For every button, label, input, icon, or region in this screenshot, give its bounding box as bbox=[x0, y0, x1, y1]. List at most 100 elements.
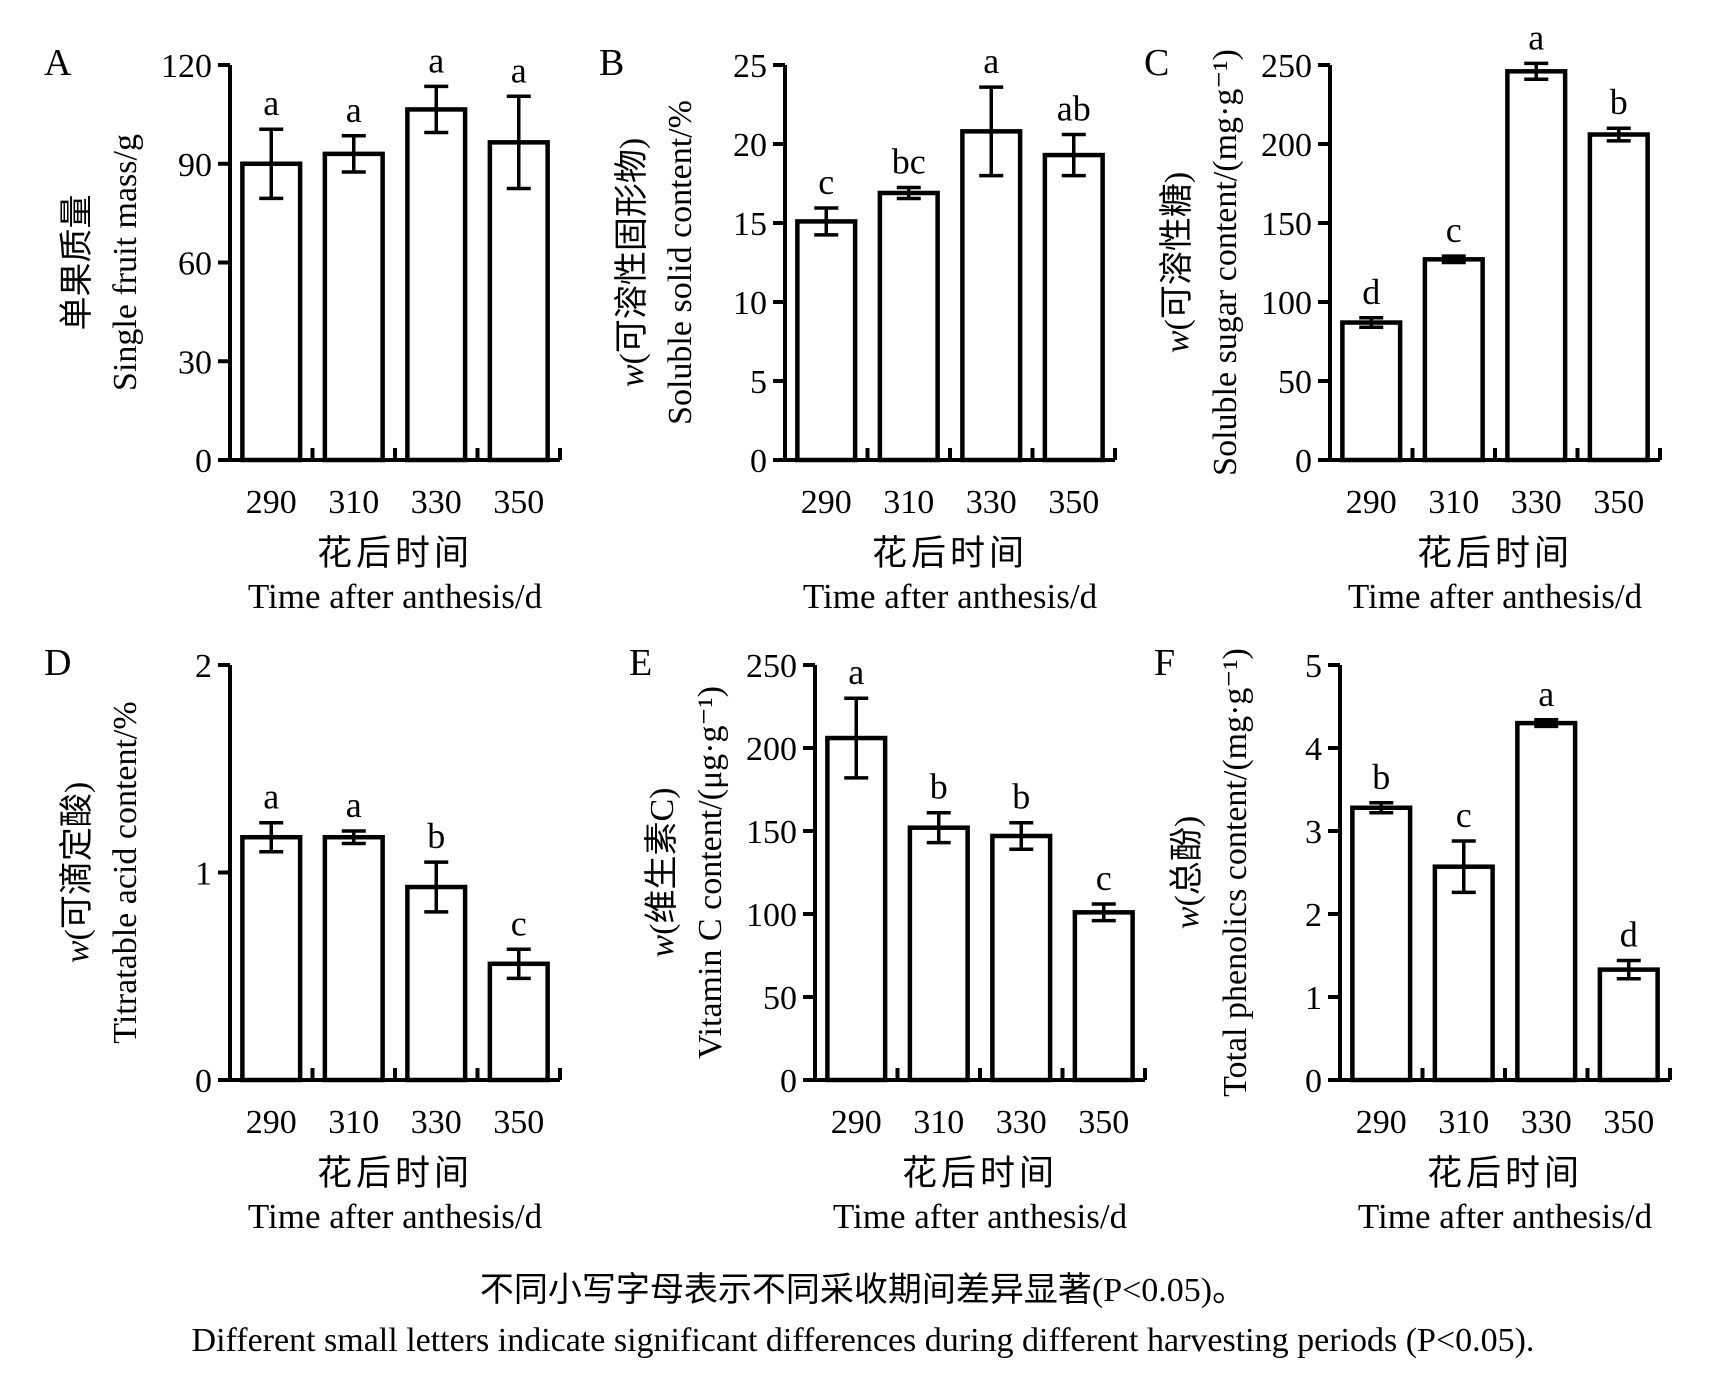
y-tick-label: 3 bbox=[1305, 814, 1322, 851]
x-tick-label: 290 bbox=[1346, 484, 1397, 521]
y-tick-label: 120 bbox=[161, 48, 212, 85]
significance-letter: b bbox=[1372, 757, 1390, 797]
x-tick-label: 310 bbox=[1438, 1104, 1489, 1141]
y-tick-label: 50 bbox=[1278, 364, 1312, 401]
y-tick-label: 1 bbox=[195, 856, 212, 893]
bar-350 bbox=[1597, 967, 1660, 1083]
x-axis-title-en: Time after anthesis/d bbox=[1358, 1197, 1653, 1236]
x-tick-label: 310 bbox=[328, 484, 379, 521]
x-tick-label: 290 bbox=[1356, 1104, 1407, 1141]
x-tick-label: 330 bbox=[966, 484, 1017, 521]
figure-caption-cn: 不同小写字母表示不同采收期间差异显著(P<0.05)。 bbox=[479, 1272, 1247, 1309]
chart-panel-d: Dw(可滴定酸) Titratable acid content/% 0 1 2 a a b c… bbox=[44, 642, 562, 1236]
x-axis-title-en: Time after anthesis/d bbox=[248, 1197, 543, 1236]
y-tick-label: 200 bbox=[746, 731, 797, 768]
y-tick-label: 10 bbox=[733, 285, 767, 322]
significance-letter: c bbox=[818, 162, 834, 202]
significance-letter: ab bbox=[1057, 89, 1091, 129]
panel-letter: F bbox=[1154, 642, 1175, 684]
y-tick-label: 5 bbox=[750, 364, 767, 401]
y-tick-label: 0 bbox=[780, 1063, 797, 1100]
significance-letter: a bbox=[511, 50, 527, 90]
y-axis-label-en: Total phenolics content/(mg·g⁻¹) bbox=[1217, 648, 1254, 1097]
chart-panel-f: Fw(总酚) Total phenolics content/(mg·g⁻¹) 0 1… bbox=[1154, 642, 1672, 1236]
y-tick-label: 25 bbox=[733, 48, 767, 85]
y-tick-label: 1 bbox=[1305, 980, 1322, 1017]
chart-panel-e: Ew(维生素C) Vitamin C content/(μg·g⁻¹) 0 50 100… bbox=[629, 642, 1147, 1236]
x-axis-title-cn: 花后时间 bbox=[317, 1154, 473, 1193]
significance-letter: a bbox=[346, 90, 362, 130]
x-tick-label: 310 bbox=[883, 484, 934, 521]
y-axis-label-cn: w(可滴定酸) bbox=[58, 782, 96, 963]
bar-330 bbox=[1515, 720, 1578, 1083]
x-axis-title-cn: 花后时间 bbox=[317, 534, 473, 573]
bar-330 bbox=[405, 884, 468, 1083]
x-tick-label: 310 bbox=[1428, 484, 1479, 521]
significance-letter: a bbox=[848, 652, 864, 692]
x-tick-label: 310 bbox=[328, 1104, 379, 1141]
x-tick-label: 330 bbox=[1511, 484, 1562, 521]
y-tick-label: 20 bbox=[733, 127, 767, 164]
y-tick-label: 15 bbox=[733, 206, 767, 243]
significance-letter: d bbox=[1620, 914, 1638, 954]
significance-letter: b bbox=[427, 816, 445, 856]
y-tick-label: 0 bbox=[1305, 1063, 1322, 1100]
chart-panel-a: A 单果质量 Single fruit mass/g 0 30 60 90 120 a a a a 29… bbox=[44, 40, 562, 616]
x-axis-title-cn: 花后时间 bbox=[1417, 534, 1573, 573]
panel-letter: B bbox=[599, 42, 624, 84]
significance-letter: c bbox=[1446, 210, 1462, 250]
significance-letter: c bbox=[1456, 795, 1472, 835]
bar-290 bbox=[1340, 320, 1403, 463]
panel-letter: A bbox=[44, 42, 72, 84]
x-tick-label: 350 bbox=[493, 484, 544, 521]
x-tick-label: 350 bbox=[1603, 1104, 1654, 1141]
y-tick-label: 250 bbox=[746, 648, 797, 685]
x-tick-label: 350 bbox=[1593, 484, 1644, 521]
y-tick-label: 2 bbox=[195, 648, 212, 685]
y-tick-label: 150 bbox=[1261, 206, 1312, 243]
x-tick-label: 350 bbox=[1078, 1104, 1129, 1141]
y-tick-label: 200 bbox=[1261, 127, 1312, 164]
panel-letter: E bbox=[629, 642, 652, 684]
y-axis-label-cn: 单果质量 bbox=[59, 195, 96, 331]
x-tick-label: 290 bbox=[801, 484, 852, 521]
x-tick-label: 290 bbox=[831, 1104, 882, 1141]
x-tick-label: 290 bbox=[246, 1104, 297, 1141]
x-axis-title-cn: 花后时间 bbox=[872, 534, 1028, 573]
y-tick-label: 100 bbox=[746, 897, 797, 934]
bar-290 bbox=[1350, 805, 1413, 1083]
x-axis-title-cn: 花后时间 bbox=[1427, 1154, 1583, 1193]
x-axis-title-en: Time after anthesis/d bbox=[1348, 577, 1643, 616]
bar-310 bbox=[1422, 257, 1485, 463]
bar-330 bbox=[990, 833, 1053, 1083]
chart-panel-b: Bw(可溶性固形物) Soluble solid content/% 0 5 10 15 2… bbox=[599, 41, 1117, 616]
bar-330 bbox=[405, 107, 468, 463]
y-axis-label-cn: w(可溶性糖) bbox=[1158, 172, 1196, 353]
bar-310 bbox=[322, 834, 385, 1083]
y-axis-label-en: Soluble solid content/% bbox=[662, 100, 699, 425]
significance-letter: a bbox=[263, 83, 279, 123]
bar-290 bbox=[795, 219, 858, 463]
y-tick-label: 0 bbox=[750, 443, 767, 480]
x-tick-label: 290 bbox=[246, 484, 297, 521]
significance-letter: a bbox=[428, 40, 444, 80]
bar-290 bbox=[240, 161, 303, 463]
bar-350 bbox=[1042, 152, 1105, 463]
y-tick-label: 4 bbox=[1305, 731, 1322, 768]
y-tick-label: 0 bbox=[195, 443, 212, 480]
bar-290 bbox=[825, 735, 888, 1083]
y-tick-label: 2 bbox=[1305, 897, 1322, 934]
x-tick-label: 310 bbox=[913, 1104, 964, 1141]
y-axis-label-en: Soluble sugar content/(mg·g⁻¹) bbox=[1207, 49, 1244, 476]
significance-letter: c bbox=[511, 903, 527, 943]
y-axis-label-en: Vitamin C content/(μg·g⁻¹) bbox=[692, 686, 729, 1059]
y-tick-label: 90 bbox=[178, 147, 212, 184]
x-tick-label: 350 bbox=[1048, 484, 1099, 521]
y-tick-label: 0 bbox=[1295, 443, 1312, 480]
significance-letter: b bbox=[1610, 82, 1628, 122]
bar-330 bbox=[1505, 69, 1568, 463]
bar-330 bbox=[960, 129, 1023, 463]
significance-letter: a bbox=[346, 785, 362, 825]
y-tick-label: 150 bbox=[746, 814, 797, 851]
